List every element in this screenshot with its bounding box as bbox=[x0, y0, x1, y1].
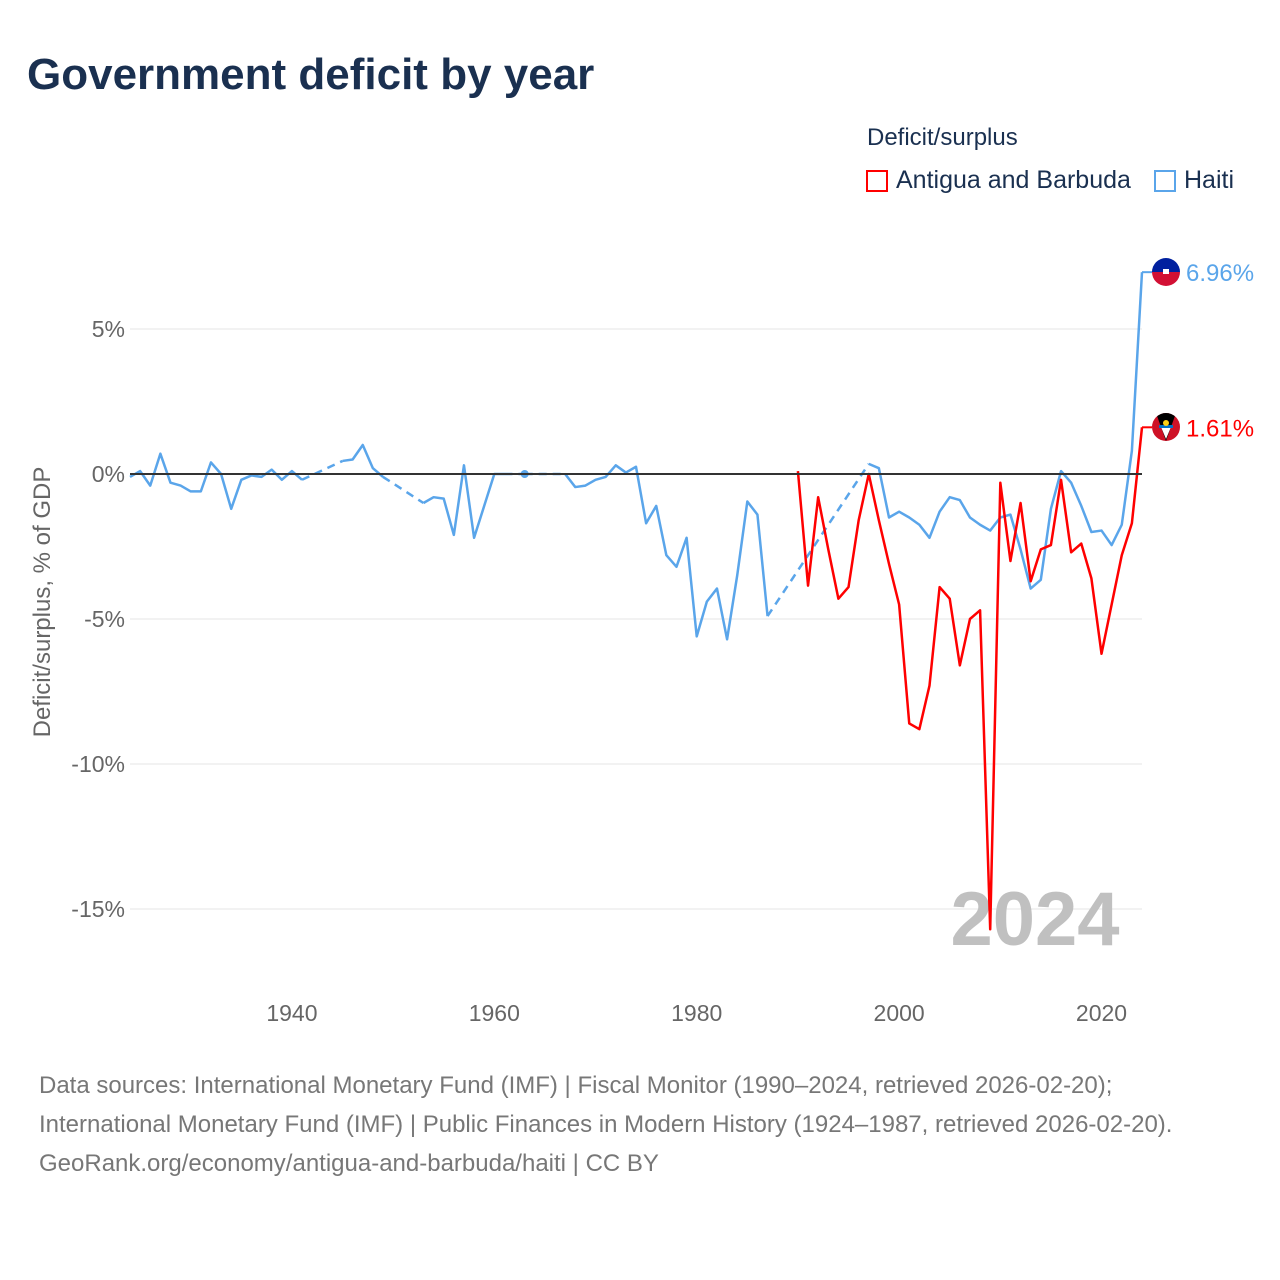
legend-item-haiti[interactable]: Haiti bbox=[1154, 166, 1234, 195]
x-tick-label: 2020 bbox=[1076, 1000, 1127, 1026]
footer: Data sources: International Monetary Fun… bbox=[39, 1066, 1239, 1183]
haiti-gap-line bbox=[301, 459, 344, 481]
legend-item-antigua[interactable]: Antigua and Barbuda bbox=[866, 166, 1131, 195]
legend-label: Haiti bbox=[1184, 166, 1235, 194]
y-tick-label: 0% bbox=[92, 461, 125, 487]
antigua-flag-icon bbox=[1152, 413, 1180, 441]
data-sources: Data sources: International Monetary Fun… bbox=[39, 1072, 1173, 1138]
legend-swatch-haiti bbox=[1154, 169, 1176, 192]
haiti-flag-icon bbox=[1152, 258, 1180, 286]
y-tick-label: 5% bbox=[92, 316, 125, 342]
y-tick-label: -15% bbox=[71, 896, 125, 922]
y-tick-label: -10% bbox=[71, 751, 125, 777]
x-tick-label: 2000 bbox=[874, 1000, 925, 1026]
page-title: Government deficit by year bbox=[27, 50, 595, 99]
credit-link[interactable]: GeoRank.org/economy/antigua-and-barbuda/… bbox=[39, 1150, 659, 1177]
antigua-and-barbuda-end-label: 1.61% bbox=[1186, 415, 1254, 442]
line-chart: 5% 0% -5% -10% -15% 1940 1960 1980 2000 2020 2024… bbox=[29, 258, 1254, 1026]
legend-swatch-antigua bbox=[866, 169, 888, 192]
haiti-line bbox=[129, 272, 1144, 641]
legend-title: Deficit/surplus bbox=[867, 124, 1018, 151]
y-tick-label: -5% bbox=[84, 606, 125, 632]
haiti-gap-line bbox=[382, 475, 425, 505]
year-watermark: 2024 bbox=[950, 877, 1119, 962]
haiti-gap-line bbox=[766, 463, 870, 617]
haiti-end-label: 6.96% bbox=[1186, 260, 1254, 287]
x-tick-label: 1940 bbox=[266, 1000, 317, 1026]
y-axis-label: Deficit/surplus, % of GDP bbox=[29, 467, 56, 738]
x-tick-label: 1960 bbox=[469, 1000, 520, 1026]
legend-label: Antigua and Barbuda bbox=[896, 166, 1131, 194]
x-tick-label: 1980 bbox=[671, 1000, 722, 1026]
antigua-and-barbuda-line bbox=[796, 427, 1144, 931]
